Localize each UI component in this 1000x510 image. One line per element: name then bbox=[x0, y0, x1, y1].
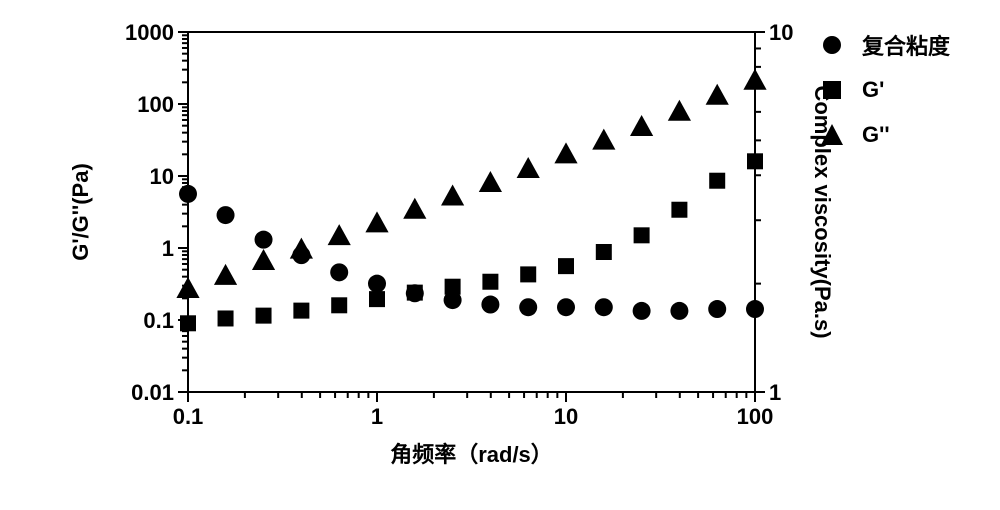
square-marker-icon bbox=[820, 78, 844, 102]
legend-label: 复合粘度 bbox=[862, 29, 950, 61]
svg-text:10: 10 bbox=[554, 404, 578, 429]
chart-container: 0.1110100角频率（rad/s）0.010.11101001000G'/G… bbox=[0, 0, 1000, 510]
legend-label: G'' bbox=[862, 122, 890, 148]
legend-item-g-prime: G' bbox=[820, 67, 950, 112]
svg-text:100: 100 bbox=[137, 92, 174, 117]
svg-text:1: 1 bbox=[769, 380, 781, 405]
svg-text:G'/G''(Pa): G'/G''(Pa) bbox=[68, 163, 93, 261]
svg-text:100: 100 bbox=[737, 404, 774, 429]
svg-text:1: 1 bbox=[371, 404, 383, 429]
legend-item-g-double-prime: G'' bbox=[820, 112, 950, 157]
svg-text:10: 10 bbox=[150, 164, 174, 189]
legend-item-viscosity: 复合粘度 bbox=[820, 22, 950, 67]
svg-text:1000: 1000 bbox=[125, 20, 174, 45]
legend-label: G' bbox=[862, 77, 884, 103]
svg-text:0.1: 0.1 bbox=[173, 404, 204, 429]
svg-text:1: 1 bbox=[162, 236, 174, 261]
legend: 复合粘度 G' G'' bbox=[820, 22, 950, 157]
svg-text:10: 10 bbox=[769, 20, 793, 45]
svg-text:0.01: 0.01 bbox=[131, 380, 174, 405]
svg-text:角频率（rad/s）: 角频率（rad/s） bbox=[390, 442, 553, 467]
triangle-marker-icon bbox=[820, 123, 844, 147]
svg-text:0.1: 0.1 bbox=[143, 308, 174, 333]
circle-marker-icon bbox=[820, 33, 844, 57]
